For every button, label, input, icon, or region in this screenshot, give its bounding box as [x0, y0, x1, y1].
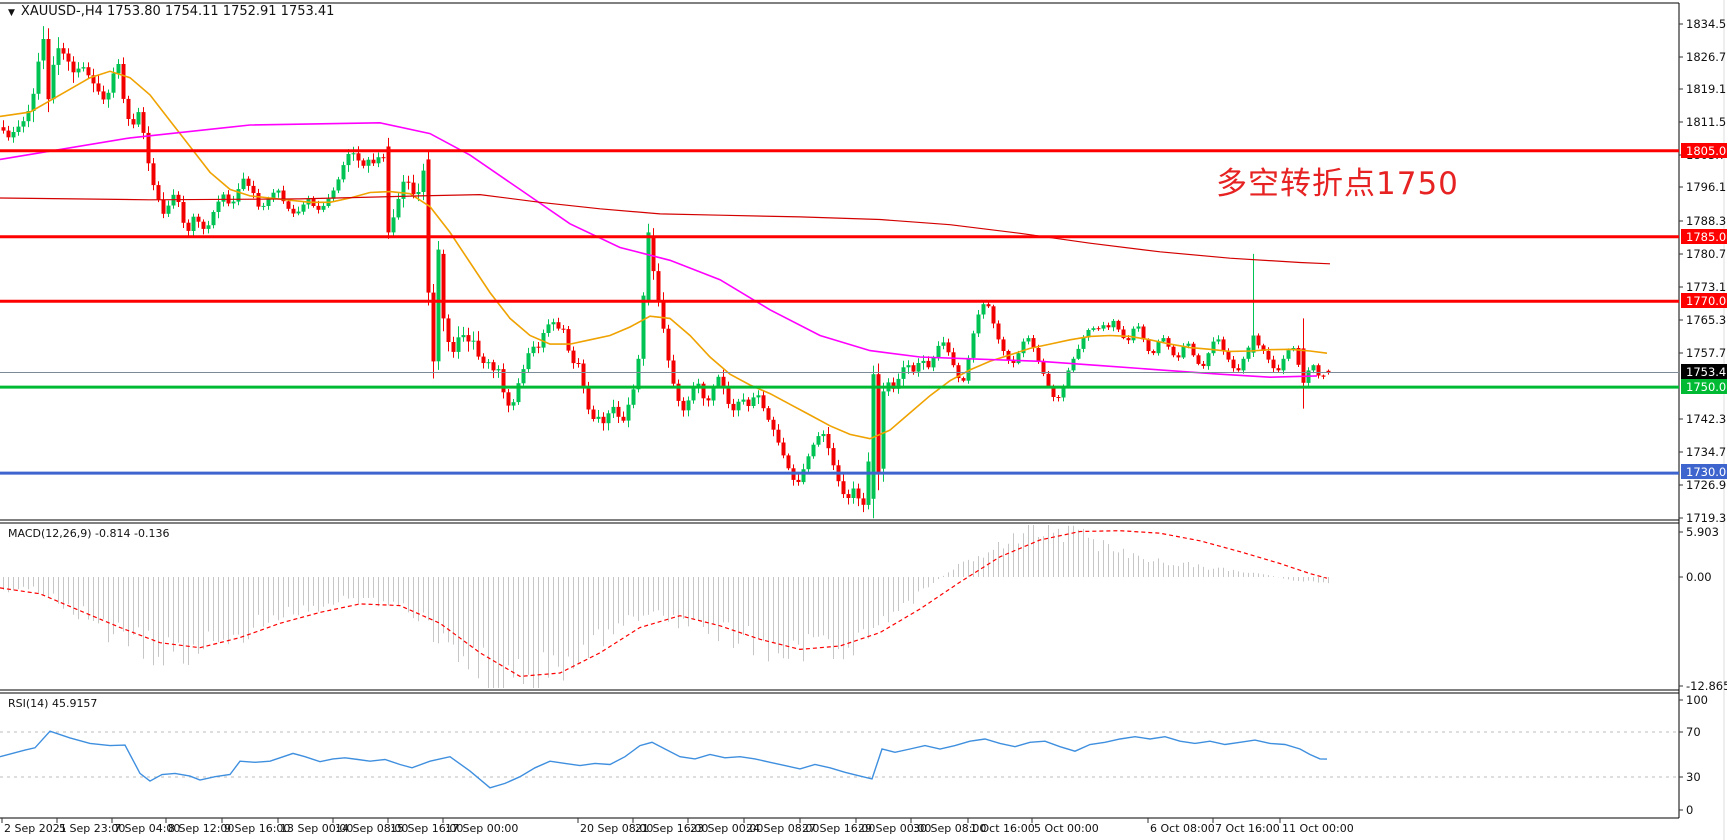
time-tick-label: 8 Sep 12:00	[168, 822, 234, 835]
price-tick-label: 1773.10	[1686, 280, 1727, 294]
price-tick-label: 1811.50	[1686, 115, 1727, 129]
symbol-header: ▼ XAUUSD-,H4 1753.80 1754.11 1752.91 1753…	[8, 4, 334, 19]
time-tick-label: 13 Sep 00:00	[280, 822, 353, 835]
time-tick-label: 5 Sep 23:00	[59, 822, 125, 835]
time-tick-label: 6 Oct 08:00	[1150, 822, 1215, 835]
time-tick-label: 15 Sep 16:00	[390, 822, 463, 835]
macd-indicator-label: MACD(12,26,9) -0.814 -0.136	[8, 527, 170, 540]
time-tick-label: 20 Sep 08:00	[580, 822, 653, 835]
time-tick-label: 23 Sep 00:00	[690, 822, 763, 835]
price-badge	[1681, 293, 1727, 308]
time-tick-label: 24 Sep 08:00	[746, 822, 819, 835]
time-tick-label: 7 Oct 16:00	[1215, 822, 1280, 835]
rsi-axis-label: 100	[1686, 693, 1708, 707]
price-badge-label: 1730.00	[1686, 465, 1727, 479]
price-tick-label: 1719.30	[1686, 511, 1727, 525]
time-tick-label: 17 Sep 00:00	[445, 822, 518, 835]
price-badge	[1681, 229, 1727, 244]
macd-axis-label: -12.865	[1686, 679, 1727, 693]
price-badge-label: 1753.41	[1686, 365, 1727, 379]
price-badge	[1681, 464, 1727, 479]
ma-slow-red-line	[0, 193, 1331, 265]
time-tick-label: 21 Sep 16:00	[635, 822, 708, 835]
price-badge-label: 1770.00	[1686, 294, 1727, 308]
candles-layer	[1, 26, 1331, 519]
time-tick-label: 9 Sep 16:00	[224, 822, 290, 835]
time-tick-label: 11 Oct 00:00	[1282, 822, 1354, 835]
price-tick-label: 1796.10	[1686, 180, 1727, 194]
price-tick-label: 1780.70	[1686, 247, 1727, 261]
price-badge-label: 1785.00	[1686, 230, 1727, 244]
time-tick-label: 2 Sep 2021	[4, 822, 67, 835]
rsi-axis-label: 0	[1686, 803, 1693, 817]
macd-axis-label: 5.903	[1686, 525, 1719, 539]
price-badge	[1681, 143, 1727, 158]
symbol-ohlc-text: XAUUSD-,H4 1753.80 1754.11 1752.91 1753.…	[20, 4, 335, 19]
ma-fast-gold-line	[0, 70, 1328, 440]
symbol-dropdown-icon[interactable]: ▼	[8, 8, 15, 18]
annotation-text: 多空转折点1750	[1216, 166, 1459, 202]
time-tick-label: 1 Oct 16:00	[970, 822, 1035, 835]
price-tick-label: 1788.30	[1686, 214, 1727, 228]
time-tick-label: 14 Sep 08:00	[335, 822, 408, 835]
time-tick-label: 29 Sep 00:00	[858, 822, 931, 835]
time-tick-label: 5 Oct 00:00	[1034, 822, 1099, 835]
price-badge-label: 1750.00	[1686, 380, 1727, 394]
price-badge	[1681, 364, 1727, 379]
rsi-axis-label: 70	[1686, 725, 1701, 739]
price-tick-label: 1757.70	[1686, 346, 1727, 360]
macd-histogram	[3, 525, 1329, 688]
rsi-indicator-label: RSI(14) 45.9157	[8, 697, 98, 710]
macd-axis-label: 0.00	[1686, 570, 1712, 584]
price-badge	[1681, 379, 1727, 394]
price-tick-label: 1726.90	[1686, 478, 1727, 492]
time-tick-label: 30 Sep 08:00	[913, 822, 986, 835]
price-tick-label: 1765.30	[1686, 313, 1727, 327]
price-tick-label: 1819.10	[1686, 82, 1727, 96]
time-tick-label: 7 Sep 04:00	[114, 822, 180, 835]
rsi-line	[0, 730, 1328, 789]
price-badge-label: 1805.00	[1686, 144, 1727, 158]
price-tick-label: 1826.70	[1686, 50, 1727, 64]
price-tick-label: 1834.50	[1686, 17, 1727, 31]
ma-mid-magenta-line	[0, 121, 1318, 379]
macd-signal-line	[0, 530, 1328, 678]
time-tick-label: 27 Sep 16:00	[802, 822, 875, 835]
price-tick-label: 1734.70	[1686, 445, 1727, 459]
rsi-axis-label: 30	[1686, 770, 1701, 784]
price-tick-label: 1742.30	[1686, 412, 1727, 426]
